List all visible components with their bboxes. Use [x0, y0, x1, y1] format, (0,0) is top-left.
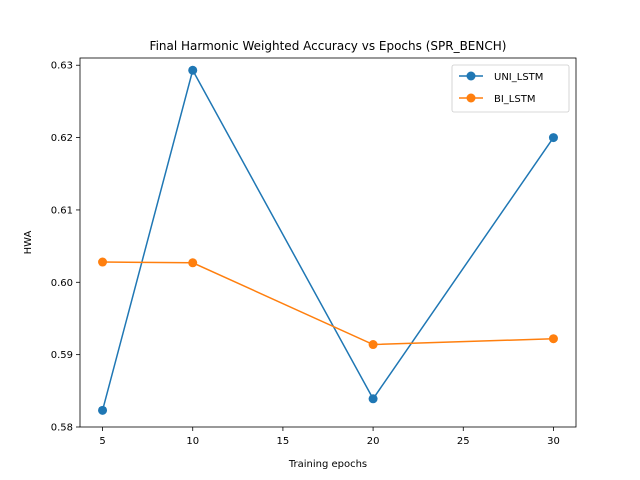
data-point-uni-lstm — [98, 406, 107, 415]
x-tick-label: 30 — [547, 436, 560, 447]
series-line-uni-lstm — [103, 70, 554, 410]
series-line-bi-lstm — [103, 262, 554, 344]
y-tick-label: 0.61 — [51, 205, 73, 216]
x-tick-label: 25 — [457, 436, 470, 447]
legend-marker-bi-lstm — [467, 94, 476, 103]
y-tick-label: 0.63 — [51, 61, 73, 72]
legend: UNI_LSTM BI_LSTM — [452, 65, 569, 112]
legend-label-bi-lstm: BI_LSTM — [494, 94, 535, 105]
y-tick-label: 0.59 — [51, 350, 73, 361]
y-tick-label: 0.62 — [51, 133, 73, 144]
data-point-uni-lstm — [188, 66, 197, 75]
y-tick-label: 0.60 — [51, 278, 73, 289]
y-axis: 0.58 0.59 0.60 0.61 0.62 0.63 — [51, 61, 80, 434]
y-tick-label: 0.58 — [51, 423, 73, 434]
x-tick-label: 20 — [367, 436, 380, 447]
data-point-uni-lstm — [369, 394, 378, 403]
y-axis-label: HWA — [23, 230, 34, 254]
plot-area — [80, 58, 576, 427]
legend-label-uni-lstm: UNI_LSTM — [494, 72, 543, 83]
legend-marker-uni-lstm — [467, 72, 476, 81]
chart-title: Final Harmonic Weighted Accuracy vs Epoc… — [150, 39, 507, 53]
series-layer — [98, 66, 558, 415]
data-point-bi-lstm — [98, 258, 107, 267]
data-point-uni-lstm — [549, 133, 558, 142]
x-axis-label: Training epochs — [288, 459, 367, 470]
data-point-bi-lstm — [549, 334, 558, 343]
data-point-bi-lstm — [369, 340, 378, 349]
plot-frame — [80, 58, 576, 427]
x-tick-label: 5 — [99, 436, 105, 447]
x-tick-label: 15 — [277, 436, 290, 447]
data-point-bi-lstm — [188, 258, 197, 267]
x-axis: 5 10 15 20 25 30 — [99, 427, 559, 447]
x-tick-label: 10 — [186, 436, 199, 447]
